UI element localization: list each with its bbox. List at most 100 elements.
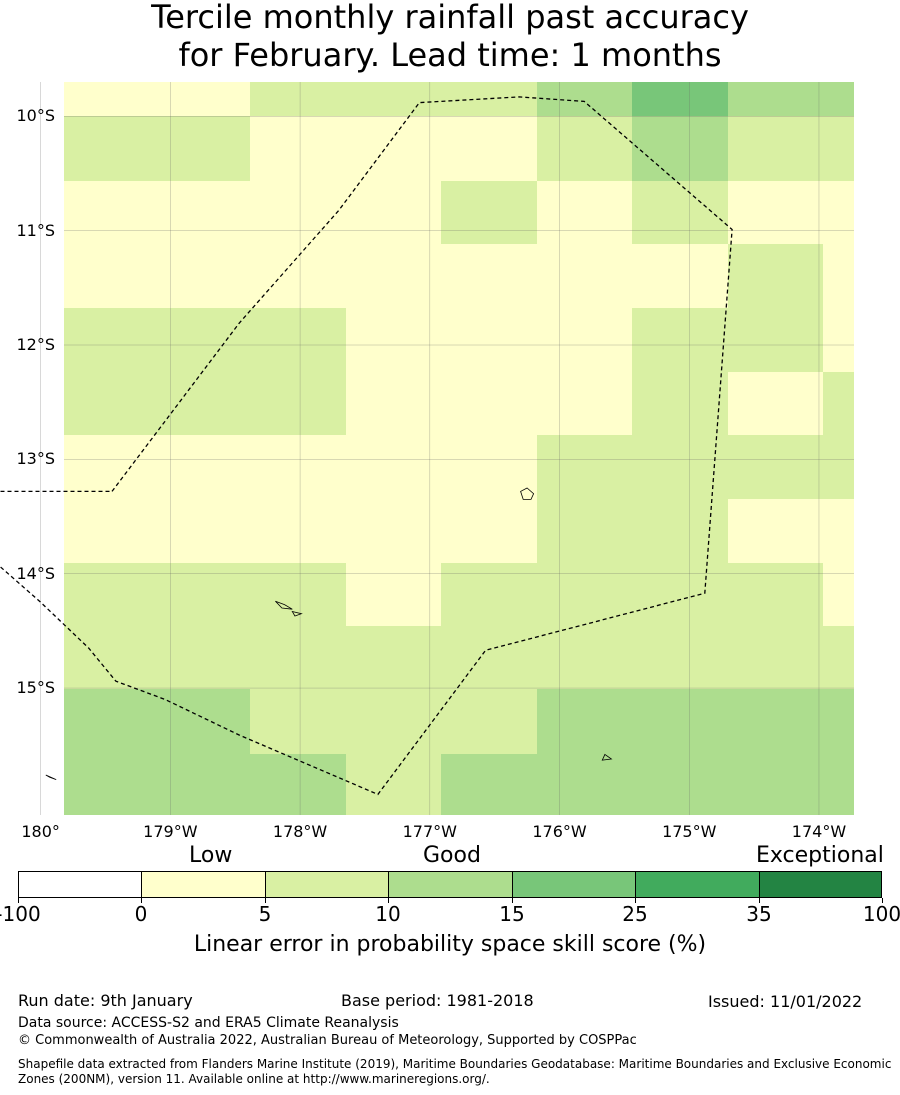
skill-grid-cell: [537, 116, 632, 181]
skill-grid-cell: [346, 754, 441, 815]
skill-grid-cell: [823, 181, 854, 244]
skill-grid-cell: [441, 499, 537, 563]
latitude-tick-label: 12°S: [16, 335, 55, 354]
skill-grid-cell: [632, 181, 728, 244]
skill-grid-cell: [537, 689, 632, 754]
map-title-line-1: Tercile monthly rainfall past accuracy: [151, 0, 749, 36]
map-canvas: [0, 82, 854, 815]
colorbar-tick-label: 0: [134, 902, 148, 926]
skill-grid-cell: [728, 689, 823, 754]
skill-grid-cell: [728, 116, 823, 181]
skill-grid-cell: [155, 499, 250, 563]
skill-grid-cell: [250, 626, 346, 689]
skill-grid-cell: [155, 244, 250, 308]
longitude-tick-label: 175°W: [662, 822, 717, 841]
skill-grid-cell: [632, 308, 728, 372]
colorbar-tick: [635, 898, 636, 903]
skill-grid-cell: [64, 244, 155, 308]
latitude-tick-label: 14°S: [16, 563, 55, 583]
skill-grid-cell: [632, 244, 728, 308]
skill-grid-cell: [441, 181, 537, 244]
skill-grid-cell: [537, 754, 632, 815]
skill-grid-cell: [250, 308, 346, 372]
colorbar-tick: [18, 898, 19, 903]
skill-grid-cell: [728, 563, 823, 626]
skill-grid-cell: [346, 499, 441, 563]
longitude-tick-label: 179°W: [143, 822, 198, 841]
skill-grid-cell: [823, 563, 854, 626]
colorbar-tick-label: 5: [258, 902, 272, 926]
skill-grid-cell: [64, 372, 155, 435]
colorbar-swatch: [141, 871, 265, 898]
island-e: [45, 774, 57, 780]
island-c: [291, 610, 303, 617]
skill-grid-cell: [250, 499, 346, 563]
skill-grid-cell: [632, 435, 728, 499]
skill-grid-cell: [64, 82, 155, 116]
skill-grid-cell: [250, 435, 346, 499]
skill-grid-cell: [346, 626, 441, 689]
skill-grid-cell: [823, 116, 854, 181]
skill-grid-cell: [441, 82, 537, 116]
colorbar-tick: [265, 898, 266, 903]
skill-grid-cell: [728, 372, 823, 435]
colorbar-tick-label: 10: [375, 902, 401, 926]
skill-grid-cell: [632, 626, 728, 689]
skill-grid-cell: [823, 626, 854, 689]
colorbar-swatch: [635, 871, 759, 898]
skill-grid-cell: [441, 244, 537, 308]
skill-grid-cell: [632, 116, 728, 181]
longitude-tick-label: 177°W: [402, 822, 457, 841]
skill-grid-cell: [346, 563, 441, 626]
colorbar-swatch: [265, 871, 388, 898]
skill-grid-cell: [155, 181, 250, 244]
skill-grid-cell: [441, 372, 537, 435]
skill-grid-cell: [823, 82, 854, 116]
skill-grid-cell: [155, 689, 250, 754]
skill-grid-cell: [346, 116, 441, 181]
category-low-label: Low: [189, 843, 233, 868]
island-b: [275, 600, 293, 610]
skill-grid-cell: [537, 244, 632, 308]
skill-grid-cell: [823, 308, 854, 372]
skill-grid-cell: [155, 563, 250, 626]
skill-grid-cell: [346, 244, 441, 308]
skill-grid-cell: [823, 499, 854, 563]
colorbar-title: Linear error in probability space skill …: [193, 932, 707, 957]
latitude-tick-label: 10°S: [16, 106, 55, 126]
skill-grid-cell: [64, 499, 155, 563]
skill-grid-cell: [64, 116, 155, 181]
skill-grid-cell: [441, 563, 537, 626]
skill-grid-cell: [250, 181, 346, 244]
skill-grid-cell: [441, 689, 537, 754]
skill-grid-cell: [155, 308, 250, 372]
skill-grid-cell: [537, 435, 632, 499]
skill-grid-cell: [250, 244, 346, 308]
island-d: [601, 753, 613, 761]
data-source: Data source: ACCESS-S2 and ERA5 Climate …: [18, 1015, 399, 1031]
skill-grid-cell: [728, 626, 823, 689]
category-good-label: Good: [423, 843, 481, 868]
skill-grid-cell: [155, 82, 250, 116]
colorbar-tick-label: -100: [0, 902, 41, 926]
skill-grid-cell: [441, 754, 537, 815]
skill-grid-cell: [155, 372, 250, 435]
skill-grid-cell: [537, 626, 632, 689]
skill-grid-cell: [155, 626, 250, 689]
latitude-tick-label: 11°S: [16, 220, 55, 240]
skill-grid-cell: [441, 626, 537, 689]
skill-grid-cell: [728, 308, 823, 372]
skill-grid-cell: [250, 372, 346, 435]
skill-grid-cell: [155, 754, 250, 815]
skill-grid-cell: [728, 499, 823, 563]
skill-grid-cell: [250, 82, 346, 116]
shapefile-attribution: Shapefile data extracted from Flanders M…: [18, 1057, 892, 1086]
skill-grid-cell: [632, 499, 728, 563]
skill-grid-cell: [823, 754, 854, 815]
skill-grid-cell: [346, 372, 441, 435]
skill-grid-cell: [823, 689, 854, 754]
latitude-tick-label: 13°S: [16, 449, 55, 469]
skill-grid-cell: [346, 181, 441, 244]
skill-grid-cell: [441, 308, 537, 372]
skill-grid-cell: [823, 372, 854, 435]
